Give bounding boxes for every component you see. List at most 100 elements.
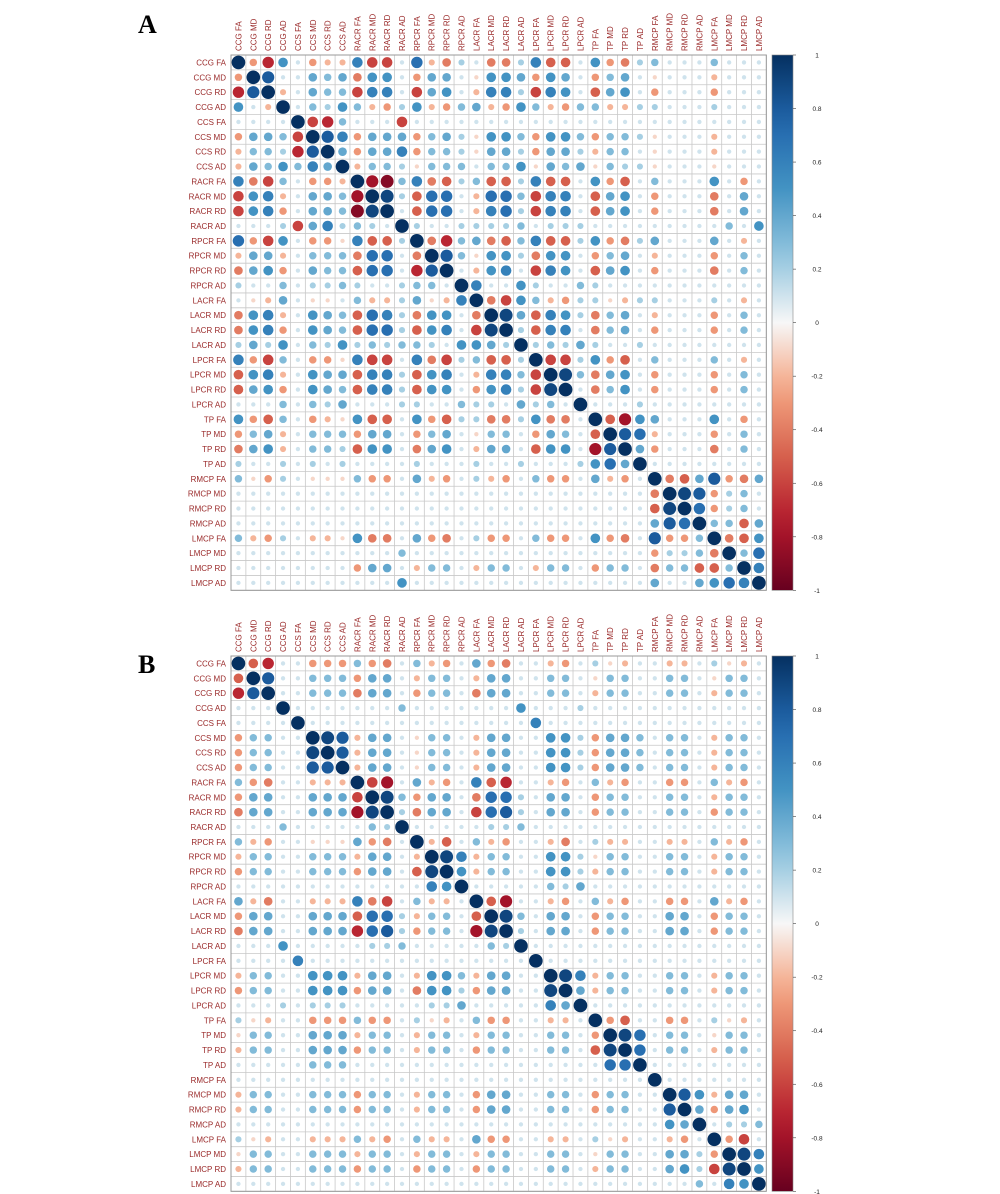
corr-circle-lmcp-md--lpcr-md [548, 550, 553, 556]
corr-circle-ccs-rd--ccs-fa [295, 750, 301, 755]
corr-circle-rmcp-md--rmcp-rd [678, 1088, 691, 1101]
corr-circle-rmcp-rd--ccg-rd [264, 1105, 272, 1114]
corr-circle-ccg-rd--ccs-ad [338, 689, 347, 697]
corr-circle-lacr-fa--racr-rd [384, 297, 391, 304]
corr-circle-rmcp-ad--rmcp-rd [680, 1120, 689, 1129]
corr-circle-rmcp-fa--racr-md [370, 1077, 375, 1082]
corr-circle-lacr-rd--lacr-rd [499, 323, 513, 337]
corr-circle-lpcr-fa--rmcp-rd [682, 357, 687, 362]
corr-circle-rpcr-rd--ccs-md [309, 867, 317, 876]
corr-circle-tp-rd--lpcr-rd [560, 444, 571, 454]
corr-circle-lacr-fa--ccs-ad [339, 898, 346, 905]
corr-circle-tp-rd--ccg-md [248, 444, 258, 454]
row-label-ccs-fa: CCS FA [197, 118, 227, 127]
corr-circle-lmcp-md--rpcr-rd [444, 550, 449, 556]
corr-circle-tp-md--lpcr-ad [578, 1033, 583, 1038]
corr-circle-rmcp-ad--ccs-fa [295, 1122, 301, 1127]
corr-circle-rpcr-md--rmcp-md [665, 853, 674, 861]
corr-circle-racr-rd--rmcp-fa [651, 207, 659, 215]
corr-circle-rmcp-rd--ccs-md [310, 506, 315, 511]
corr-circle-rmcp-rd--lacr-fa [474, 506, 479, 511]
corr-circle-lacr-md--ccs-rd [323, 911, 332, 921]
corr-circle-rpcr-md--racr-fa [354, 853, 361, 860]
corr-circle-tp-md--racr-md [367, 429, 377, 439]
corr-circle-tp-md--lmcp-md [726, 432, 732, 437]
corr-circle-ccg-rd--tp-ad [637, 691, 643, 696]
corr-circle-ccg-fa--lacr-ad [517, 59, 525, 66]
column-label-ccs-fa: CCS FA [294, 21, 303, 51]
corr-circle-ccs-ad--rpcr-rd [442, 162, 451, 171]
corr-circle-ccg-rd--rpcr-fa [411, 86, 423, 98]
corr-circle-lpcr-rd--lmcp-md [725, 986, 733, 995]
corr-circle-lpcr-rd--lpcr-ad [578, 387, 583, 392]
corr-circle-rpcr-ad--rpcr-rd [441, 881, 452, 892]
corr-circle-lmcp-md--racr-rd [383, 1150, 391, 1158]
corr-circle-lmcp-md--racr-fa [354, 1151, 361, 1158]
corr-circle-ccg-md--rpcr-md [427, 72, 437, 82]
corr-circle-lacr-ad--rmcp-rd [682, 342, 687, 348]
corr-circle-ccs-rd--lacr-ad [517, 148, 525, 155]
corr-circle-ccs-ad--rpcr-md [428, 763, 436, 772]
corr-circle-rmcp-ad--rmcp-rd [678, 517, 691, 530]
corr-circle-rmcp-ad--tp-rd [622, 1122, 628, 1127]
corr-circle-tp-md--racr-fa [354, 1032, 361, 1039]
row-label-lacr-fa: LACR FA [193, 897, 227, 906]
row-label-ccs-ad: CCS AD [196, 764, 226, 773]
corr-circle-tp-rd--ccg-fa [234, 444, 243, 454]
corr-circle-ccs-rd--ccs-ad [338, 147, 347, 156]
corr-circle-ccs-md--tp-fa [591, 133, 600, 141]
corr-circle-lmcp-rd--lpcr-md [546, 564, 555, 572]
corr-circle-lpcr-rd--rmcp-md [667, 387, 672, 392]
corr-circle-lpcr-ad--rpcr-ad [457, 1001, 466, 1010]
row-label-lmcp-rd: LMCP RD [190, 1165, 226, 1174]
corr-circle-lpcr-fa--ccg-rd [262, 354, 274, 366]
corr-circle-ccs-ad--tp-md [606, 162, 614, 171]
corr-circle-ccs-rd--ccs-fa [292, 145, 304, 158]
corr-circle-tp-rd--lmcp-ad [756, 446, 762, 452]
corr-circle-ccg-rd--lpcr-rd [560, 87, 571, 98]
corr-circle-ccg-rd--lacr-ad [517, 89, 525, 96]
corr-circle-ccg-md--ccs-md [309, 674, 317, 683]
corr-circle-rmcp-fa--lpcr-rd [563, 1077, 568, 1082]
corr-circle-lpcr-ad--rpcr-rd [443, 1002, 450, 1009]
corr-circle-lacr-rd--racr-rd [381, 324, 393, 336]
corr-circle-rmcp-fa--rpcr-fa [414, 1077, 420, 1082]
corr-circle-lacr-fa--tp-fa [592, 297, 599, 304]
corr-circle-rpcr-ad--ccs-fa [295, 283, 301, 288]
corr-circle-rpcr-rd--lacr-ad [518, 268, 524, 273]
corr-circle-lpcr-ad--ccs-fa [295, 402, 301, 407]
corr-circle-lpcr-rd--ccg-md [249, 986, 258, 995]
corr-circle-ccs-md--ccg-md [248, 132, 258, 142]
corr-circle-lacr-ad--lpcr-md [546, 341, 555, 349]
corr-circle-lmcp-md--rpcr-md [428, 1150, 436, 1158]
corr-circle-racr-fa--ccs-rd [324, 779, 331, 786]
corr-circle-rpcr-rd--lmcp-rd [740, 266, 748, 275]
corr-circle-racr-fa--rmcp-ad [697, 780, 702, 785]
column-label-lacr-fa: LACR FA [472, 618, 481, 652]
corr-circle-tp-md--lpcr-md [546, 1031, 555, 1039]
corr-circle-lpcr-md--tp-rd [621, 971, 629, 980]
corr-circle-lmcp-rd--ccs-md [310, 565, 315, 571]
corr-circle-racr-ad--ccs-ad [339, 222, 346, 230]
corr-circle-racr-rd--lacr-ad [517, 809, 525, 816]
corr-circle-rpcr-md--racr-md [367, 852, 377, 862]
corr-circle-rpcr-md--rpcr-rd [440, 249, 453, 262]
corr-circle-rpcr-fa--rpcr-fa [410, 835, 424, 849]
corr-circle-racr-rd--rpcr-ad [459, 809, 464, 815]
corr-circle-racr-rd--ccg-rd [263, 807, 273, 817]
corr-circle-lacr-ad--ccs-rd [325, 943, 330, 949]
corr-circle-ccs-fa--rmcp-rd [682, 119, 687, 125]
corr-circle-rpcr-rd--lpcr-rd [560, 265, 571, 276]
corr-circle-lmcp-fa--lmcp-ad [754, 533, 764, 544]
corr-circle-ccs-ad--racr-fa [354, 163, 361, 170]
corr-circle-rpcr-rd--lmcp-md [725, 867, 733, 876]
corr-circle-lacr-md--tp-md [606, 311, 614, 319]
corr-circle-lacr-rd--rmcp-rd [682, 327, 687, 333]
corr-circle-rmcp-fa--tp-ad [637, 1077, 643, 1082]
corr-circle-ccs-fa--ccg-rd [266, 119, 271, 125]
corr-circle-ccg-ad--ccg-ad [276, 701, 290, 715]
corr-circle-lmcp-rd--lacr-rd [502, 1165, 510, 1173]
column-label-lmcp-md: LMCP MD [725, 14, 734, 51]
corr-circle-racr-md--ccg-md [248, 191, 259, 202]
corr-circle-lpcr-rd--rpcr-ad [458, 987, 465, 994]
